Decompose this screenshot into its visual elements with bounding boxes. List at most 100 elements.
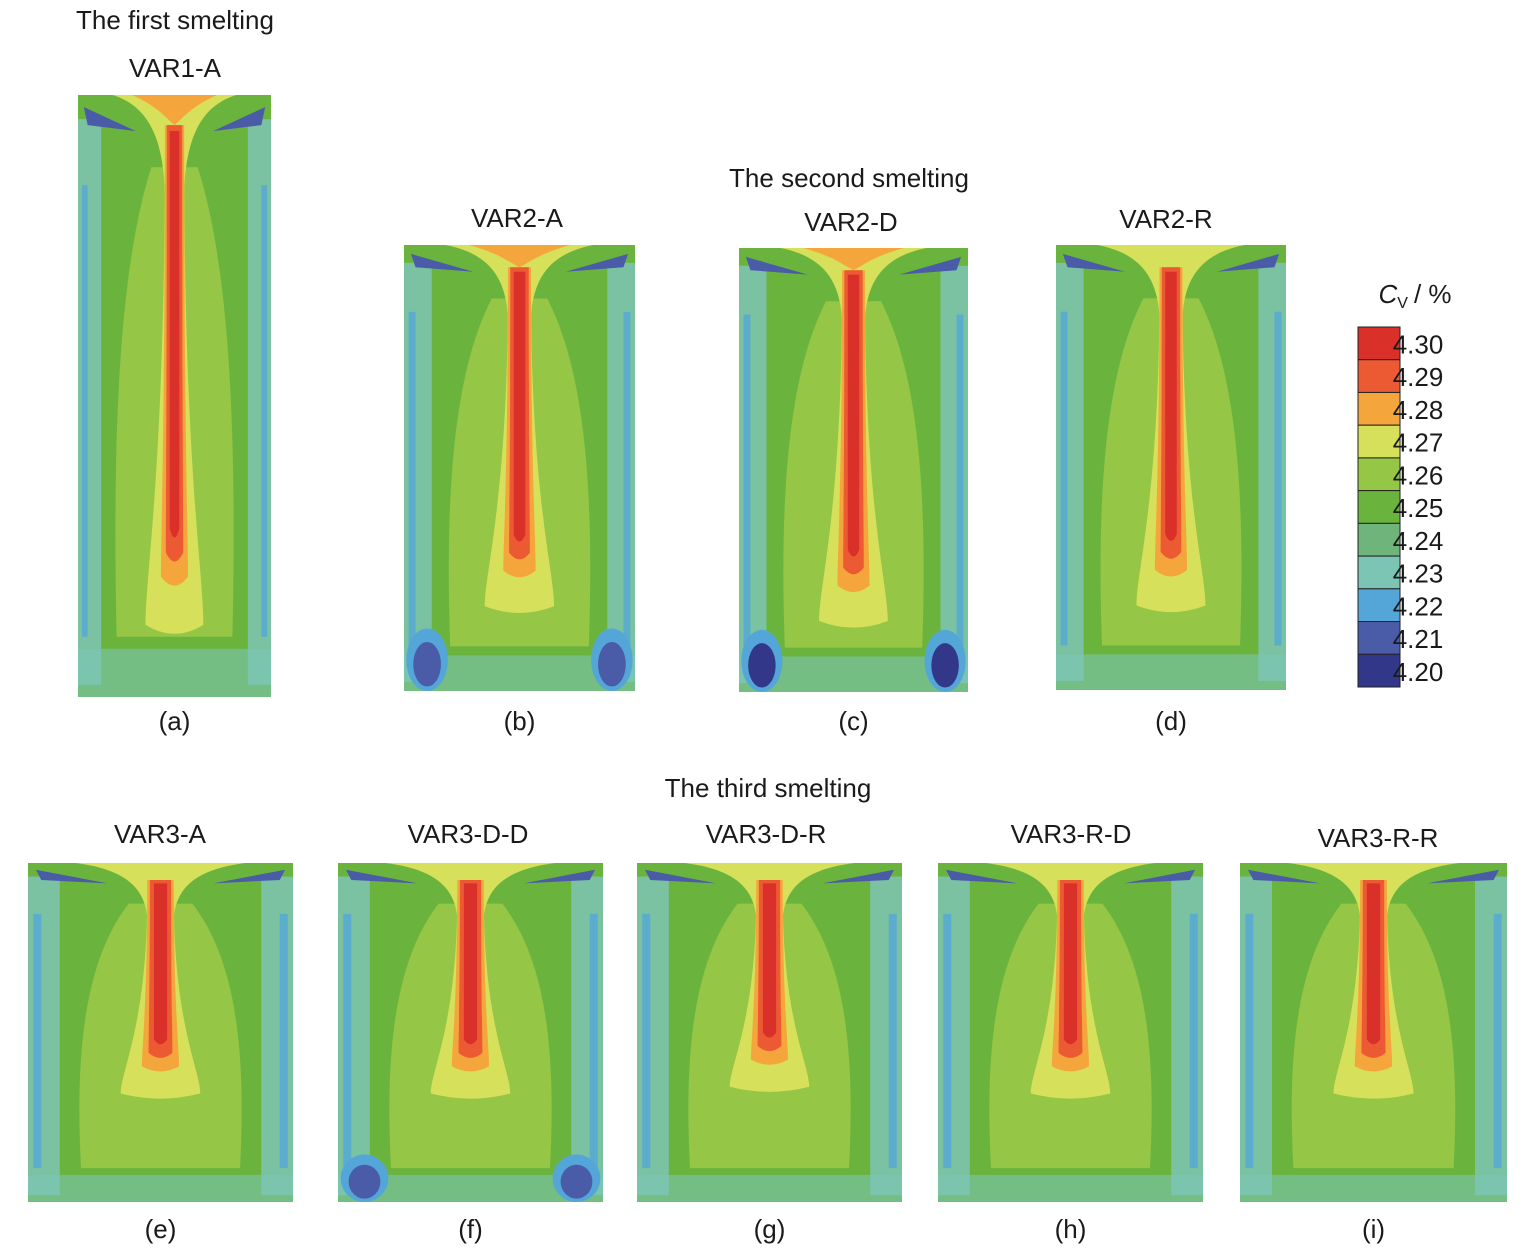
plume (762, 883, 777, 1038)
corner-streak (945, 869, 1018, 884)
corner-streak (1123, 869, 1196, 884)
contour-map (938, 863, 1203, 1202)
edge-band (1171, 876, 1203, 1196)
colorbar-label: 4.27 (1393, 428, 1444, 458)
edge-band (1474, 876, 1507, 1196)
bottom-band (28, 1174, 293, 1202)
panel-label: (a) (159, 706, 191, 736)
edge-band (637, 876, 669, 1196)
edge-band (607, 262, 635, 683)
colorbar-label: 4.25 (1393, 493, 1444, 523)
plume (847, 274, 860, 557)
corner-streak (1426, 869, 1499, 884)
colorbar-label: 4.22 (1393, 591, 1444, 621)
colorbar-label: 4.29 (1393, 362, 1444, 392)
edge-band (743, 314, 751, 648)
group-title: The third smelting (665, 773, 872, 803)
colorbar-bin (1357, 653, 1401, 688)
colorbar: CV / % 4.304.294.284.274.264.254.244.234.… (1357, 279, 1452, 688)
bottom-band (637, 1174, 902, 1202)
edge-band (739, 265, 767, 684)
corner-streak (523, 869, 596, 884)
edge-band (33, 913, 42, 1169)
subscript: V (1397, 295, 1408, 312)
blob (348, 1164, 381, 1199)
edge-band (1245, 913, 1254, 1169)
funnel-core (468, 245, 571, 268)
colorbar-title: CV / % (1378, 279, 1451, 312)
contour-map (1056, 245, 1286, 690)
labels: The first smelting VAR1-A (a) The second sm… (76, 5, 1438, 1244)
panel-title: VAR3-D-D (408, 819, 529, 849)
group-title: The first smelting (76, 5, 274, 35)
funnel-core (132, 95, 217, 126)
edge-band (261, 876, 293, 1196)
corner-streak (565, 253, 629, 272)
colorbar-bin (1357, 424, 1401, 459)
blob (598, 641, 626, 687)
corner-streak (410, 253, 474, 272)
corner-streak (1248, 869, 1321, 884)
edge-band (338, 876, 370, 1196)
colorbar-label: 4.21 (1393, 624, 1444, 654)
edge-band (938, 876, 970, 1196)
panel-label: (h) (1055, 1214, 1087, 1244)
corner-streak (213, 107, 266, 132)
colorbar-bin (1357, 359, 1401, 393)
bottom-band (938, 1174, 1203, 1202)
edge-band (1056, 262, 1084, 682)
panel-label: (b) (504, 706, 536, 736)
edge-band (888, 913, 897, 1169)
edge-band (404, 262, 432, 683)
edge-band (589, 913, 598, 1169)
panel-title: VAR3-A (114, 819, 207, 849)
panel-title: VAR2-D (804, 207, 897, 237)
edge-band (956, 314, 964, 648)
bottom-band (1056, 654, 1286, 690)
edge-band (261, 185, 268, 637)
plume (1366, 883, 1381, 1045)
colorbar-bin (1357, 588, 1401, 623)
corner-streak (644, 869, 717, 884)
panel-label: (i) (1362, 1214, 1385, 1244)
group-title: The second smelting (729, 163, 969, 193)
panel-title: VAR3-D-R (706, 819, 827, 849)
colorbar-label: 4.28 (1393, 395, 1444, 425)
corner-streak (1217, 253, 1280, 272)
contour-map (338, 863, 603, 1202)
blob (413, 641, 441, 687)
panel-label: (c) (838, 706, 868, 736)
corner-streak (822, 869, 895, 884)
contour-map (404, 245, 635, 692)
edge-band (343, 913, 352, 1169)
colorbar-bin (1357, 490, 1401, 524)
edge-band (1240, 876, 1273, 1196)
edge-band (1258, 262, 1286, 682)
colorbar-label: 4.20 (1393, 657, 1444, 687)
bottom-band (78, 648, 271, 697)
contour-map (739, 248, 968, 692)
contour-map (637, 863, 902, 1202)
plume (513, 271, 526, 542)
panel-label: (e) (145, 1214, 177, 1244)
edge-band (870, 876, 902, 1196)
colorbar-bin (1357, 391, 1401, 426)
contour-map (1240, 863, 1507, 1202)
panel-label: (d) (1155, 706, 1187, 736)
edge-band (1493, 913, 1502, 1169)
colorbar-bin (1357, 522, 1401, 557)
bottom-band (1240, 1174, 1507, 1202)
plume (1063, 883, 1078, 1045)
edge-band (81, 185, 88, 637)
colorbar-label: 4.23 (1393, 559, 1444, 589)
edge-band (78, 119, 102, 685)
panels (28, 95, 1507, 1202)
plume (169, 131, 180, 538)
corner-streak (345, 869, 418, 884)
panel-title: VAR3-R-R (1318, 823, 1439, 853)
colorbar-label: 4.26 (1393, 460, 1444, 490)
symbol: C (1378, 279, 1397, 309)
edge-band (1189, 913, 1198, 1169)
contour-map (78, 95, 271, 697)
